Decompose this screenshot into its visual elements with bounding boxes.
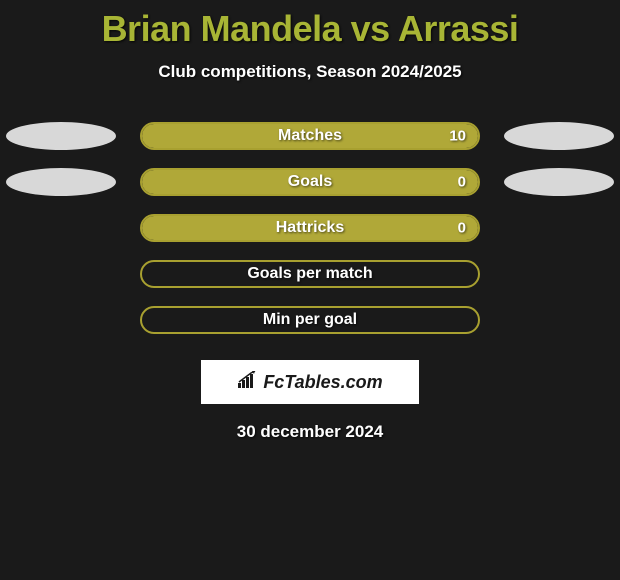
player-marker-left — [6, 122, 116, 150]
page-subtitle: Club competitions, Season 2024/2025 — [0, 62, 620, 82]
player-marker-right — [504, 168, 614, 196]
stat-bar: Goals0 — [140, 168, 480, 196]
page-title: Brian Mandela vs Arrassi — [0, 8, 620, 50]
stat-value: 0 — [458, 174, 466, 191]
bar-background: Hattricks0 — [140, 214, 480, 242]
logo-box: FcTables.com — [201, 360, 419, 404]
stat-label: Min per goal — [142, 311, 478, 329]
stat-label: Matches — [142, 127, 478, 145]
bar-background: Matches10 — [140, 122, 480, 150]
stat-row: Goals per match — [0, 260, 620, 306]
bar-background: Min per goal — [140, 306, 480, 334]
stat-bar: Hattricks0 — [140, 214, 480, 242]
stat-bar: Goals per match — [140, 260, 480, 288]
stat-label: Goals per match — [142, 265, 478, 283]
footer-date: 30 december 2024 — [0, 422, 620, 442]
stat-label: Hattricks — [142, 219, 478, 237]
stat-value: 0 — [458, 220, 466, 237]
stat-label: Goals — [142, 173, 478, 191]
chart-icon — [237, 371, 259, 394]
stat-row: Min per goal — [0, 306, 620, 352]
stat-row: Hattricks0 — [0, 214, 620, 260]
player-marker-left — [6, 168, 116, 196]
logo-text: FcTables.com — [263, 372, 382, 393]
stats-area: Matches10Goals0Hattricks0Goals per match… — [0, 122, 620, 352]
player-marker-right — [504, 122, 614, 150]
stat-value: 10 — [449, 128, 466, 145]
stat-row: Goals0 — [0, 168, 620, 214]
bar-background: Goals0 — [140, 168, 480, 196]
stat-bar: Min per goal — [140, 306, 480, 334]
stat-bar: Matches10 — [140, 122, 480, 150]
bar-background: Goals per match — [140, 260, 480, 288]
stat-row: Matches10 — [0, 122, 620, 168]
